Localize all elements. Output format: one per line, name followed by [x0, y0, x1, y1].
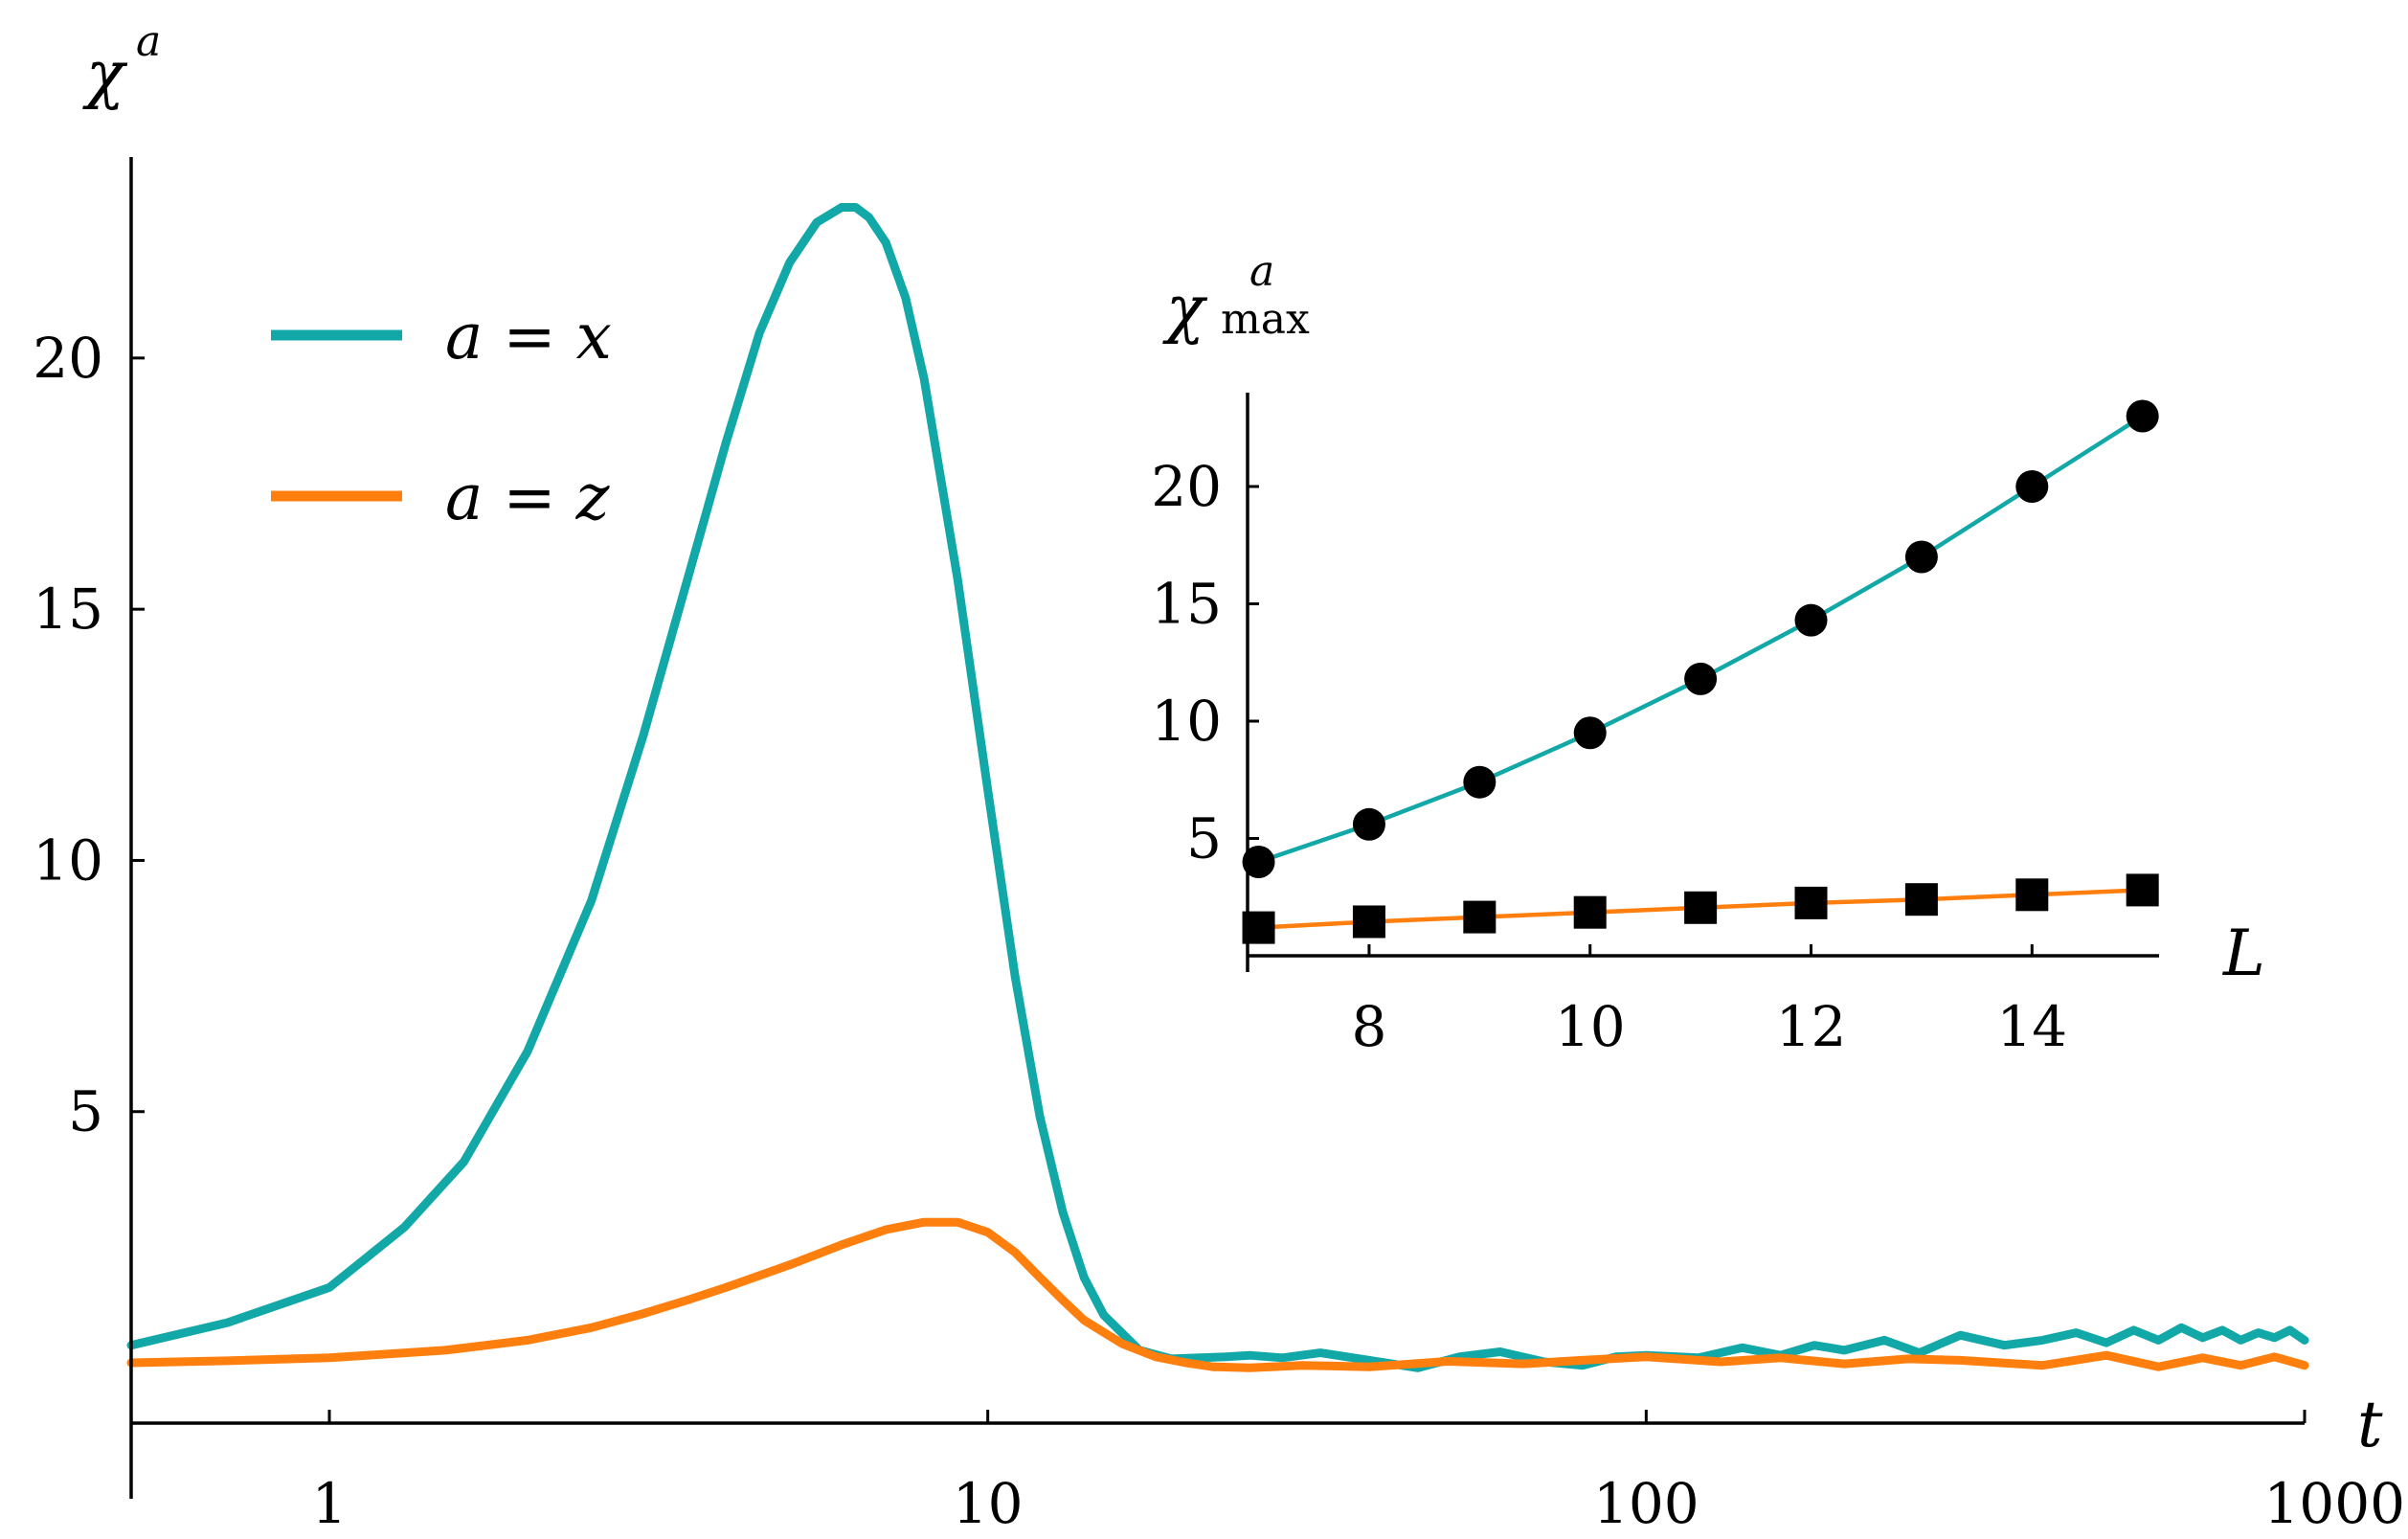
inset-y-tick-label: 5	[1186, 806, 1222, 871]
main-x-axis-label: t	[2357, 1388, 2383, 1461]
inset-point-x	[1463, 765, 1497, 799]
legend-label-z: a = z	[445, 461, 611, 534]
inset-y-tick-label: 10	[1151, 689, 1222, 754]
main-curves	[126, 203, 2309, 1372]
inset-x-tick-label: 12	[1776, 994, 1847, 1059]
main-x-tick-label: 10	[953, 1471, 1024, 1536]
inset-x-tick-label: 14	[1996, 994, 2067, 1059]
main-y-tick-label: 5	[68, 1079, 103, 1144]
legend: a = x a = z	[271, 300, 612, 534]
main-y-tick-label: 15	[33, 577, 103, 642]
inset-y-tick-label: 15	[1151, 572, 1222, 637]
inset-point-z	[2126, 873, 2159, 907]
inset-point-x	[2126, 399, 2159, 433]
inset-point-z	[1463, 900, 1497, 934]
inset-point-z	[2015, 878, 2049, 912]
inset-point-x	[1242, 846, 1275, 878]
main-y-axis-label-superscript: a	[136, 17, 161, 66]
inset-point-x	[1573, 716, 1607, 750]
inset-point-x	[2015, 470, 2049, 503]
inset-y-axis-label-subscript: max	[1221, 295, 1310, 344]
inset-point-x	[1684, 662, 1718, 695]
inset-markers	[1242, 399, 2159, 944]
inset-point-x	[1352, 807, 1385, 841]
inset-x-tick-label: 8	[1351, 994, 1386, 1059]
inset-y-tick-label: 20	[1151, 454, 1222, 519]
main-plot: 1 10 100 1000 5 10 15 20 t χ a a = x a = z	[33, 17, 2405, 1536]
inset-point-z	[1794, 886, 1828, 919]
legend-entry-x: a = x	[271, 300, 612, 373]
inset-y-axis-label: χ a max	[1162, 247, 1310, 346]
inset-y-ticks: 5 10 15 20	[1151, 454, 1259, 871]
main-x-tick-label: 1	[312, 1471, 348, 1536]
main-x-ticks: 1 10 100 1000	[312, 1410, 2405, 1536]
main-y-ticks: 5 10 15 20	[33, 326, 145, 1144]
series-line-x	[126, 203, 2309, 1372]
inset-x-axis-label: L	[2222, 917, 2265, 990]
inset-fit-line-x	[1257, 414, 2144, 865]
main-y-axis-label: χ a	[82, 17, 161, 111]
inset-point-z	[1684, 891, 1718, 924]
inset-point-z	[1352, 905, 1385, 939]
legend-entry-z: a = z	[271, 461, 611, 534]
inset-x-tick-label: 10	[1555, 994, 1626, 1059]
inset-point-x	[1794, 603, 1828, 637]
inset-point-x	[1904, 540, 1938, 574]
main-y-tick-label: 10	[33, 827, 103, 893]
inset-plot: 8 10 12 14 5 10 15 20 L χ a max	[1151, 247, 2265, 1059]
inset-y-axis-label-base: χ	[1162, 272, 1208, 346]
inset-point-z	[1573, 895, 1607, 929]
main-y-tick-label: 20	[33, 326, 103, 391]
main-x-tick-label: 100	[1593, 1471, 1699, 1536]
series-line-z	[126, 1217, 2309, 1372]
main-x-tick-label: 1000	[2263, 1471, 2405, 1536]
inset-x-ticks: 8 10 12 14	[1351, 944, 2067, 1059]
inset-y-axis-label-superscript: a	[1249, 247, 1274, 296]
legend-label-x: a = x	[445, 300, 612, 373]
main-y-axis-label-base: χ	[82, 37, 128, 111]
inset-point-z	[1904, 883, 1938, 917]
